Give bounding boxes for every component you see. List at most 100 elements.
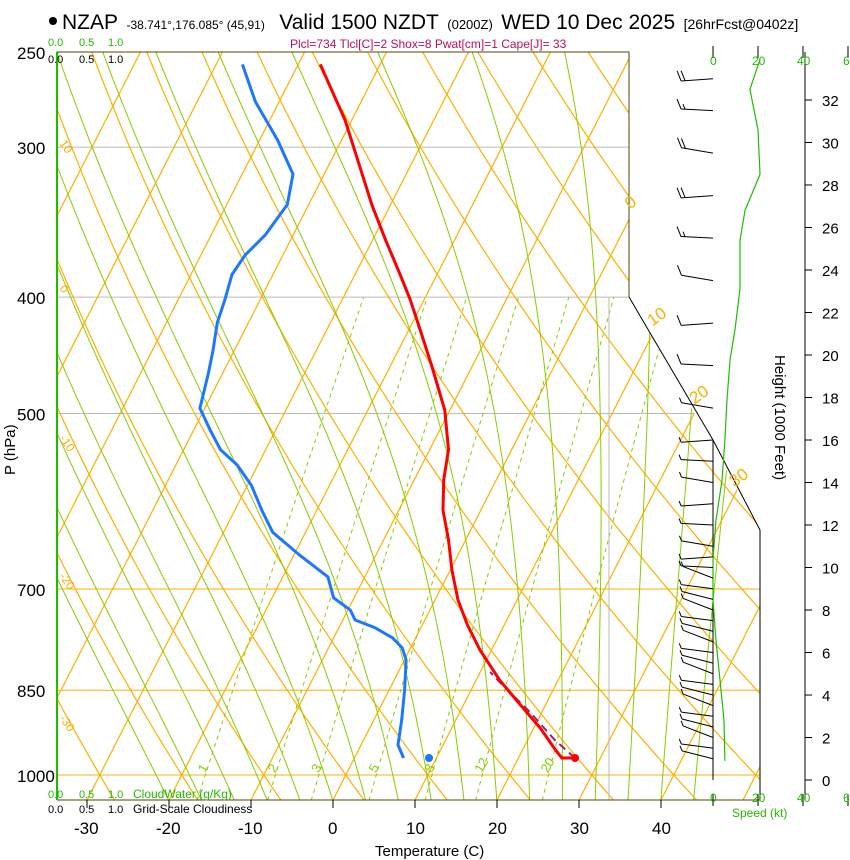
forecast-info: [26hrFcst@0402z] [684,16,799,32]
wind-barb-staff [681,459,714,462]
wind-barb-staff [681,476,714,483]
wind-barb-feather [676,187,682,199]
x-tick-label: 40 [652,819,671,838]
height-tick-label: 2 [822,731,830,748]
height-tick-label: 28 [822,178,839,195]
wind-barb-feather [678,560,682,567]
plot-frame [56,51,630,800]
wind-barb [679,713,714,728]
station-coords: -38.741°,176.085° (45,91) [126,18,264,32]
theta-label: -10 [56,432,78,455]
moist-adiabat-line [281,52,498,800]
cloud-scale-label: 1.0 [108,37,123,49]
wind-barb-staff [681,743,714,749]
mixing-ratio-line [475,296,615,800]
plot-frame-right [628,296,761,800]
wind-barb-feather [680,70,686,81]
speed-tick-label: 0 [710,791,717,805]
cloudiness-label: Grid-Scale Cloudiness [133,802,252,816]
header-line: NZAP -38.741°,176.085° (45,91) Valid 150… [62,11,798,34]
wind-barb-feather [678,471,682,478]
dry-adiabat-line [137,52,615,800]
height-tick-label: 0 [822,773,830,790]
speed-tick-label: 6 [843,791,850,805]
wind-barb-feather [678,611,682,617]
dry-adiabat-line [57,52,116,800]
wind-barb [679,650,714,664]
speed-tick-label: 40 [797,54,811,68]
isotherm-line [496,52,760,800]
isotherm-line [332,52,716,800]
wind-barb-feather [680,625,684,631]
wind-barb [679,681,714,696]
wind-barb-feather [678,397,682,403]
wind-barb-feather [679,745,683,752]
x-tick-label: -30 [74,819,99,838]
mixing-ratio-label: 2 [265,761,282,775]
wind-barb [676,353,714,367]
mixing-ratio-label: 20 [537,755,557,775]
wind-barb-staff [682,693,714,707]
wind-barb [680,656,714,675]
cloud-scale-label: 0.5 [79,804,94,816]
moist-adiabat-line [367,52,531,800]
wind-barb-feather [676,265,682,276]
isotherm-line [57,52,388,800]
wind-barb [680,688,714,707]
station-name: NZAP [62,11,118,34]
isotherm-line [250,52,634,800]
dry-adiabat-line [573,52,760,800]
wind-barb-feather [680,720,684,727]
wind-barb-staff [681,718,714,728]
moist-adiabat-line [208,52,465,800]
y-tick-label: 300 [17,139,45,158]
station-dot-icon [49,17,57,25]
wind-barb-feather [680,138,686,149]
wind-barb-feather [678,437,682,443]
wind-barb-feather [676,315,682,326]
wind-barb-staff [682,661,714,675]
wind-barb [678,437,714,443]
y-axis-title: P (hPa) [2,424,19,475]
wind-barb-staff [681,540,714,547]
wind-barb [680,720,714,738]
header: NZAP -38.741°,176.085° (45,91) Valid 150… [49,11,798,51]
isotherm-label: 0 [621,192,640,213]
height-tick-label: 26 [822,221,839,238]
wind-barb-feather [679,586,683,592]
wind-barb-staff [681,503,714,507]
wind-barb-feather [680,187,686,198]
dry-adiabat-line [301,52,760,800]
wind-barb [678,553,714,560]
speed-tick-label: 6 [843,54,850,68]
isotherm-line [57,52,224,800]
isotherm-line [57,52,142,800]
dry-adiabat-line [57,52,365,800]
wind-barb [676,315,714,326]
isotherm-line [86,52,470,800]
wind-barb [676,265,714,282]
wind-barb-feather [678,500,682,507]
dry-adiabat-line [464,52,760,800]
x-axis-title: Temperature (C) [375,843,484,860]
mixing-ratio-line [541,296,674,800]
dry-adiabat-line [355,52,760,800]
wind-barb-feather [676,137,682,148]
wind-barb-staff [681,615,714,622]
isotherm-line [168,52,552,800]
temperature-line [318,63,575,760]
height-tick-label: 30 [822,136,839,153]
wind-barb-staff [681,147,714,154]
moist-adiabat-line [57,52,334,800]
x-tick-label: 20 [488,819,507,838]
wind-barb [678,518,714,526]
height-tick-label: 20 [822,348,839,365]
wind-barb-feather [680,688,684,695]
height-tick-label: 6 [822,646,830,663]
sounding-indices: Plcl=734 Tlcl[C]=2 Shox=8 Pwat[cm]=1 Cap… [290,37,567,51]
wind-barb-feather [678,706,682,713]
speed-tick-label: 20 [752,791,766,805]
moist-adiabat-line [57,52,367,800]
dewpoint-line [198,63,408,759]
wind-barb-staff [681,584,714,590]
